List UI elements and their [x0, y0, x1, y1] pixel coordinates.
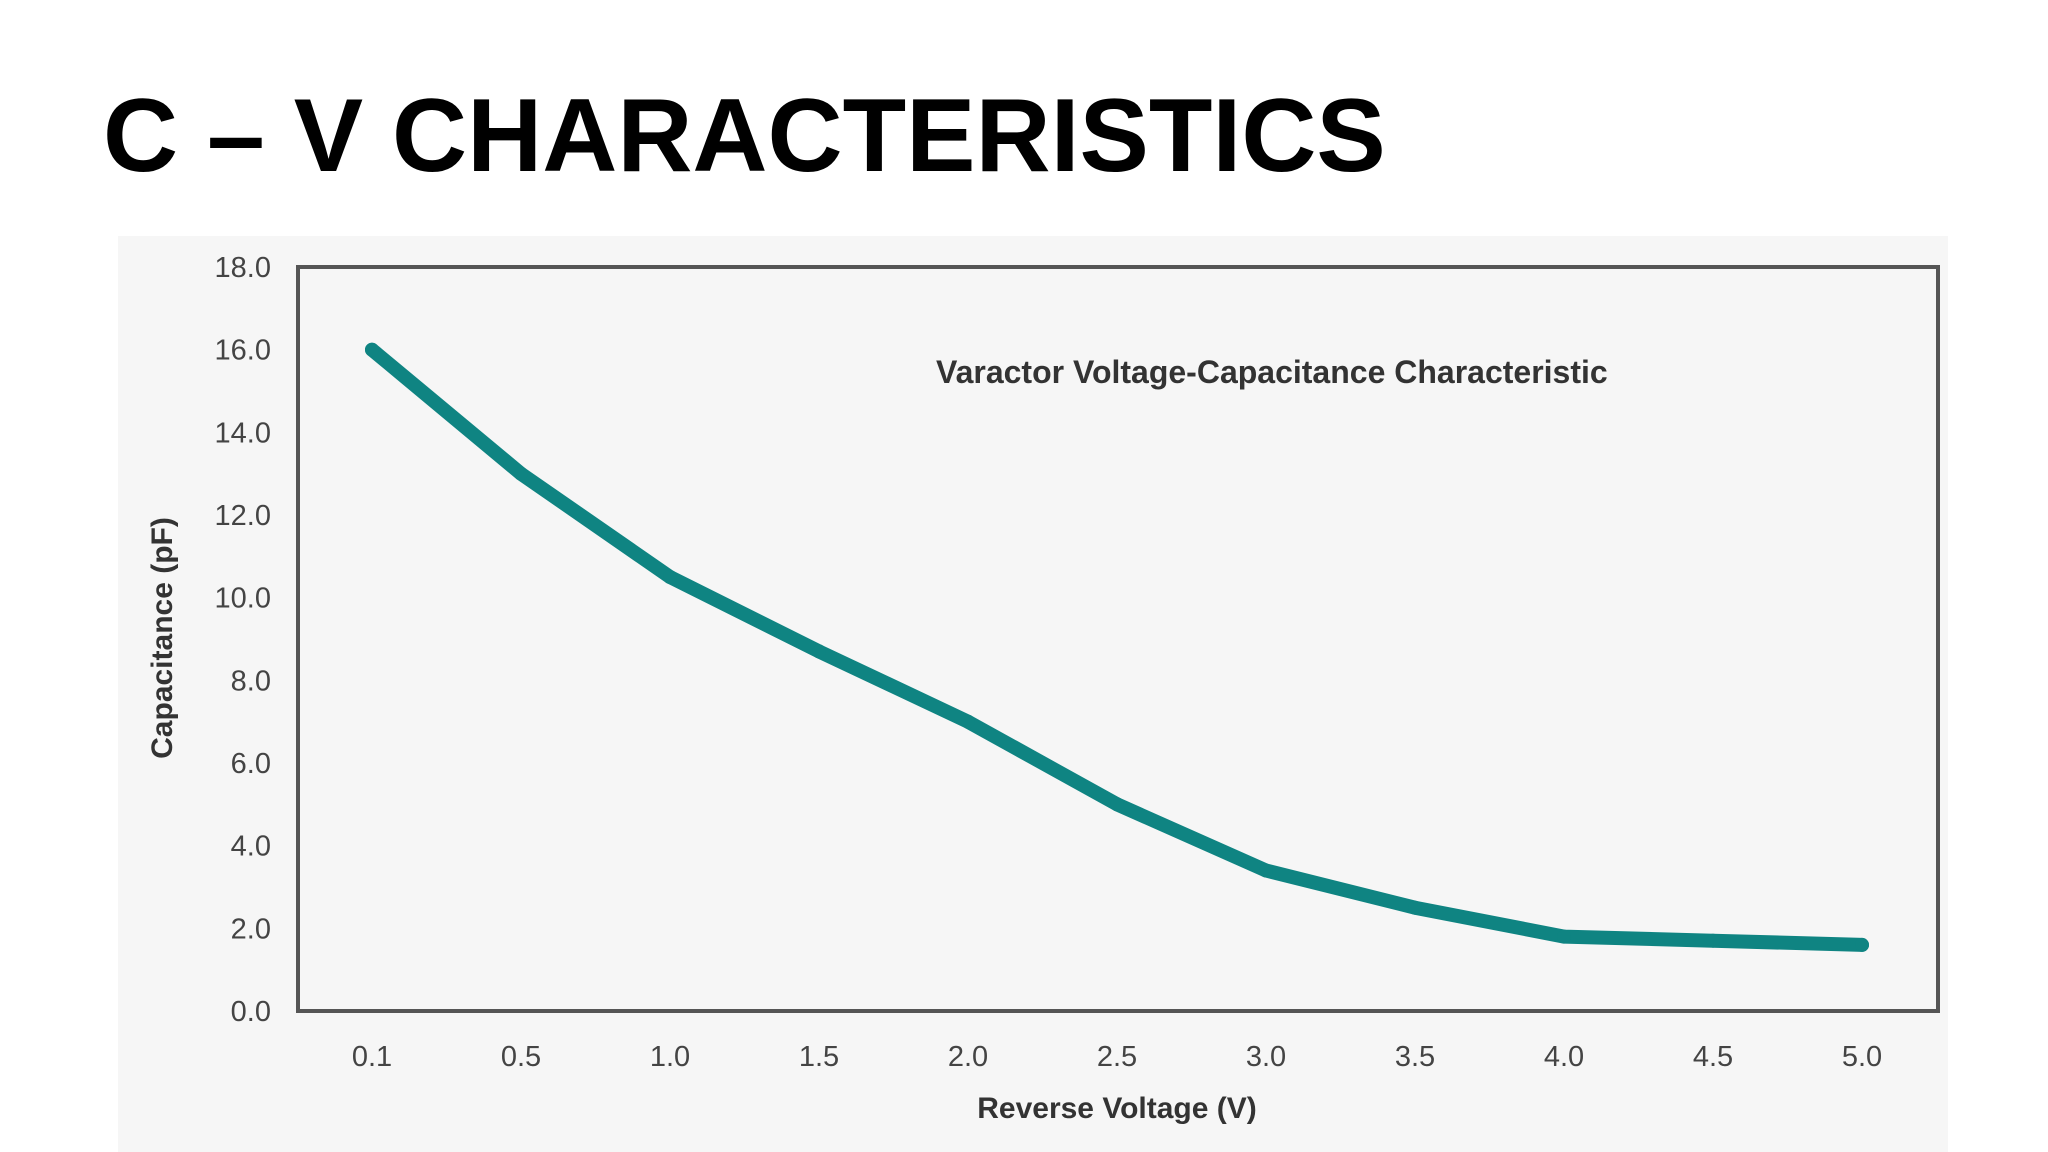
- data-point: [663, 570, 677, 584]
- x-tick-label: 1.0: [650, 1041, 690, 1073]
- y-axis-label: Capacitance (pF): [146, 517, 179, 759]
- chart-title: Varactor Voltage-Capacitance Characteris…: [936, 354, 1608, 390]
- y-tick-label: 16.0: [215, 335, 271, 367]
- series-layer: [365, 342, 1869, 952]
- y-tick-label: 6.0: [231, 748, 271, 780]
- x-tick-label: 3.5: [1395, 1041, 1435, 1073]
- x-tick-label: 4.0: [1544, 1041, 1584, 1073]
- y-tick-label: 8.0: [231, 665, 271, 697]
- y-tick-label: 0.0: [231, 996, 271, 1028]
- x-tick-label: 0.1: [352, 1041, 392, 1073]
- data-point: [1706, 933, 1720, 948]
- x-axis-ticks: 0.1 0.5 1.0 1.5 2.0 2.5 3.0 3.5 4.0 4.5 5.0: [352, 1041, 1882, 1073]
- data-point: [812, 644, 826, 659]
- data-point: [514, 466, 528, 481]
- y-tick-label: 12.0: [215, 500, 271, 532]
- x-tick-label: 5.0: [1842, 1041, 1882, 1073]
- y-tick-label: 4.0: [231, 831, 271, 863]
- x-tick-label: 1.5: [799, 1041, 839, 1073]
- data-point: [961, 714, 975, 729]
- y-axis-ticks: 0.0 2.0 4.0 6.0 8.0 10.0 12.0 14.0 16.0 18.0: [215, 252, 271, 1028]
- data-point: [1259, 863, 1273, 878]
- data-point: [1557, 929, 1571, 944]
- data-point: [365, 342, 379, 357]
- x-axis-label: Reverse Voltage (V): [977, 1092, 1257, 1125]
- y-tick-label: 10.0: [215, 583, 271, 615]
- data-point: [1408, 900, 1422, 915]
- y-tick-label: 2.0: [231, 913, 271, 945]
- x-tick-label: 3.0: [1246, 1041, 1286, 1073]
- plot-area-frame: [296, 265, 1940, 1013]
- x-tick-label: 0.5: [501, 1041, 541, 1073]
- y-tick-label: 18.0: [215, 252, 271, 284]
- data-point: [1110, 797, 1124, 812]
- y-tick-label: 14.0: [215, 417, 271, 449]
- series-line: [365, 342, 1869, 952]
- x-tick-label: 2.0: [948, 1041, 988, 1073]
- x-tick-label: 4.5: [1693, 1041, 1733, 1073]
- x-tick-label: 2.5: [1097, 1041, 1137, 1073]
- slide-title: C – V CHARACTERISTICS: [103, 78, 1386, 194]
- data-point: [1855, 937, 1869, 952]
